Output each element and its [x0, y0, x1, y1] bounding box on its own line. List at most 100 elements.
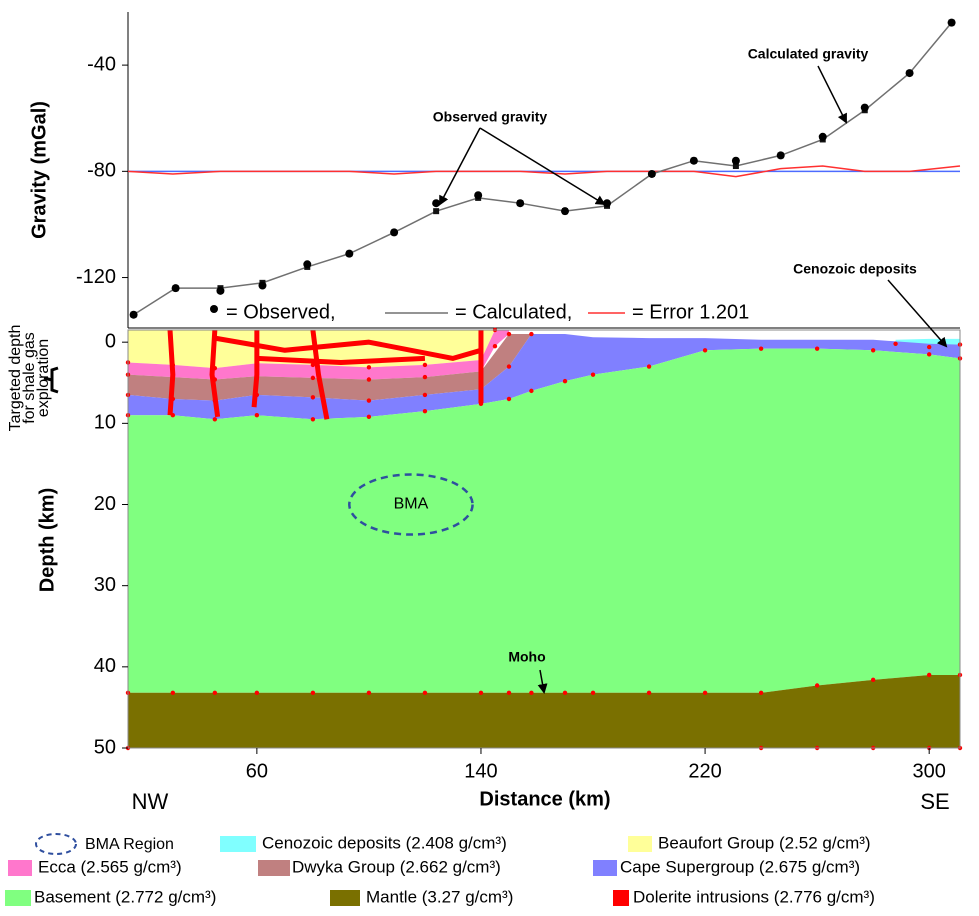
arrow	[480, 128, 604, 204]
model-vertex	[171, 397, 175, 401]
model-vertex	[423, 375, 427, 379]
model-vertex	[507, 364, 511, 368]
legend-label: = Calculated,	[455, 301, 572, 323]
model-vertex	[479, 387, 483, 391]
legend-label: = Error 1.201	[632, 301, 749, 323]
legend-swatch	[210, 305, 218, 313]
model-vertex	[255, 393, 259, 397]
legend-swatch	[628, 836, 652, 852]
legend-label: Cape Supergroup (2.675 g/cm³)	[620, 857, 860, 876]
observed-point	[390, 228, 398, 236]
model-vertex	[423, 393, 427, 397]
bma-label: BMA	[394, 496, 429, 513]
legend-label: = Observed,	[226, 301, 336, 323]
end-label: SE	[920, 789, 949, 814]
legend-label: Dolerite intrusions (2.776 g/cm³)	[633, 887, 875, 906]
x-axis-label: Distance (km)	[479, 788, 610, 810]
model-vertex	[423, 363, 427, 367]
legend-label: Basement (2.772 g/cm³)	[34, 887, 216, 906]
y-tick-label: 20	[94, 493, 116, 515]
y-tick-label: 10	[94, 412, 116, 434]
model-vertex	[529, 332, 533, 336]
model-vertex	[759, 691, 763, 695]
observed-point	[732, 157, 740, 165]
observed-point	[303, 260, 311, 268]
legend-swatch	[613, 890, 629, 906]
annotation: Moho	[508, 649, 545, 665]
model-vertex	[255, 413, 259, 417]
model-vertex	[563, 691, 567, 695]
model-vertex	[213, 398, 217, 402]
model-vertex	[479, 402, 483, 406]
observed-point	[432, 199, 440, 207]
model-vertex	[311, 363, 315, 367]
arrow	[818, 66, 846, 122]
observed-point	[861, 104, 869, 112]
y-tick-label: 0	[105, 330, 116, 352]
model-vertex	[815, 683, 819, 687]
legend-swatch	[36, 834, 76, 854]
model-vertex	[367, 377, 371, 381]
model-vertex	[927, 352, 931, 356]
model-vertex	[255, 361, 259, 365]
model-vertex	[213, 691, 217, 695]
model-vertex	[871, 348, 875, 352]
observed-point	[948, 19, 956, 27]
model-vertex	[171, 375, 175, 379]
annotation: Calculated gravity	[748, 46, 869, 62]
section-area	[126, 328, 962, 750]
model-vertex	[529, 691, 533, 695]
y-axis-label: Gravity (mGal)	[28, 101, 50, 239]
x-tick-label: 140	[464, 760, 497, 782]
model-vertex	[255, 374, 259, 378]
intrusion	[170, 330, 173, 415]
model-vertex	[213, 366, 217, 370]
legend-swatch	[330, 890, 360, 906]
observed-point	[258, 282, 266, 290]
model-vertex	[647, 691, 651, 695]
model-vertex	[311, 376, 315, 380]
legend-swatch	[258, 860, 290, 876]
legend-swatch	[220, 836, 256, 852]
observed-point	[130, 311, 138, 319]
observed-point	[603, 199, 611, 207]
model-vertex	[479, 369, 483, 373]
end-label: NW	[132, 789, 169, 814]
model-vertex	[423, 409, 427, 413]
model-vertex	[479, 358, 483, 362]
legend-label: Ecca (2.565 g/cm³)	[38, 857, 182, 876]
model-vertex	[759, 346, 763, 350]
model-vertex	[171, 363, 175, 367]
model-vertex	[213, 417, 217, 421]
model-vertex	[367, 365, 371, 369]
observed-point	[690, 157, 698, 165]
legend-label: Mantle (3.27 g/cm³)	[366, 887, 513, 906]
observed-point	[906, 69, 914, 77]
model-vertex	[563, 379, 567, 383]
model-vertex	[367, 415, 371, 419]
y-axis-label: Depth (km)	[36, 488, 58, 592]
observed-point	[216, 287, 224, 295]
observed-point	[172, 284, 180, 292]
x-tick-label: 60	[246, 760, 268, 782]
model-vertex	[815, 346, 819, 350]
model-vertex	[591, 691, 595, 695]
y-tick-label: 40	[94, 655, 116, 677]
model-vertex	[871, 678, 875, 682]
model-vertex	[311, 417, 315, 421]
model-vertex	[507, 332, 511, 336]
model-vertex	[529, 389, 533, 393]
observed-point	[345, 250, 353, 258]
model-vertex	[479, 691, 483, 695]
model-vertex	[311, 395, 315, 399]
model-vertex	[703, 348, 707, 352]
arrow	[440, 128, 480, 204]
legend-swatch	[5, 890, 31, 906]
model-vertex	[703, 691, 707, 695]
y-tick-label: -80	[87, 160, 116, 182]
model-vertex	[927, 345, 931, 349]
legend-label: Cenozoic deposits (2.408 g/cm³)	[262, 833, 507, 852]
vertex	[433, 208, 439, 214]
model-vertex	[367, 398, 371, 402]
legend-label: Dwyka Group (2.662 g/cm³)	[292, 857, 501, 876]
